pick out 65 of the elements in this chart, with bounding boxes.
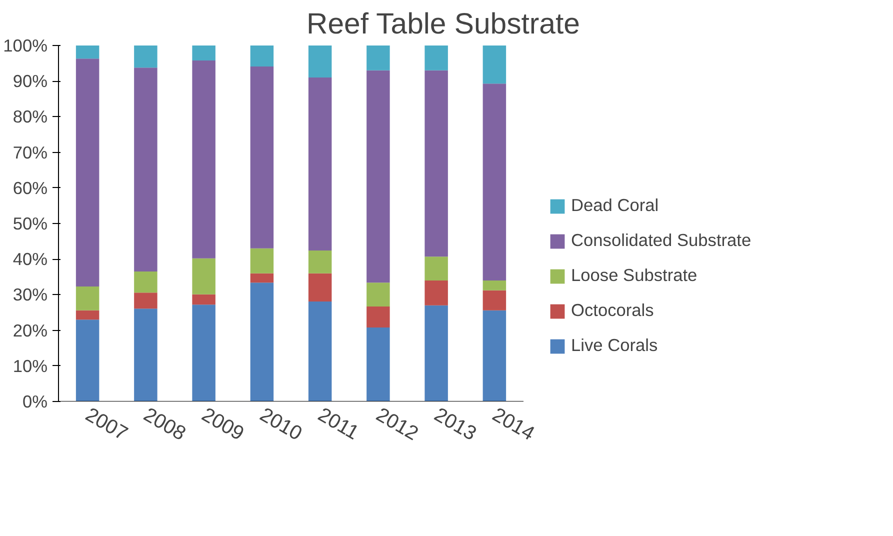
y-tick-label: 80% [12,106,48,127]
bar [482,290,506,310]
bar [308,78,332,251]
legend-label: Loose Substrate [571,265,698,286]
y-tick-label: 70% [12,142,48,162]
y-tick-label: 40% [12,249,48,270]
bar [366,70,390,283]
chart-title: Reef Table Substrate [306,8,580,40]
bar [424,305,448,402]
legend-label: Live Corals [571,335,658,356]
x-tick-label: 2010 [256,404,306,446]
bar [134,68,158,272]
bar [482,280,506,290]
bar [192,46,216,60]
bar [308,46,332,78]
bar [366,282,390,306]
bar [76,320,100,402]
bar [250,248,274,274]
y-tick-label: 60% [12,178,48,198]
bar [366,46,390,70]
x-tick-label: 2011 [314,404,362,444]
bar [366,327,390,402]
legend-label: Octocorals [571,300,654,321]
bar [76,58,100,287]
bar [192,258,216,294]
bar [308,301,332,402]
y-tick-label: 90% [12,71,48,92]
x-tick-label: 2012 [372,404,422,446]
y-tick-label: 100% [3,36,48,56]
bar [192,60,216,258]
bar [192,294,216,305]
bar [250,66,274,248]
bar [366,306,390,328]
y-tick-label: 50% [12,214,48,234]
x-tick-label: 2009 [198,404,248,446]
legend-label: Consolidated Substrate [571,230,752,251]
y-tick-label: 30% [12,284,48,305]
bar [308,250,332,274]
bar [76,46,100,59]
bar [134,292,158,309]
x-tick-label: 2007 [82,404,132,446]
legend-label: Dead Coral [571,195,659,216]
bar [250,273,274,283]
bar [76,310,100,320]
bar [192,304,216,402]
bar [482,84,506,280]
y-tick-label: 20% [12,320,48,340]
bar [482,310,506,402]
bar [134,46,158,68]
bar [424,256,448,280]
bar [424,46,448,70]
x-tick-label: 2014 [488,404,538,446]
bar [250,46,274,67]
x-tick-label: 2013 [430,404,480,446]
bar [250,282,274,402]
bar [308,273,332,302]
bar [76,286,100,310]
bar [134,308,158,402]
bar [424,70,448,257]
bar [424,280,448,306]
y-tick-label: 0% [22,392,48,412]
y-tick-label: 10% [12,356,48,376]
x-tick-label: 2008 [140,404,190,446]
bar [482,46,506,84]
bar [134,272,158,293]
